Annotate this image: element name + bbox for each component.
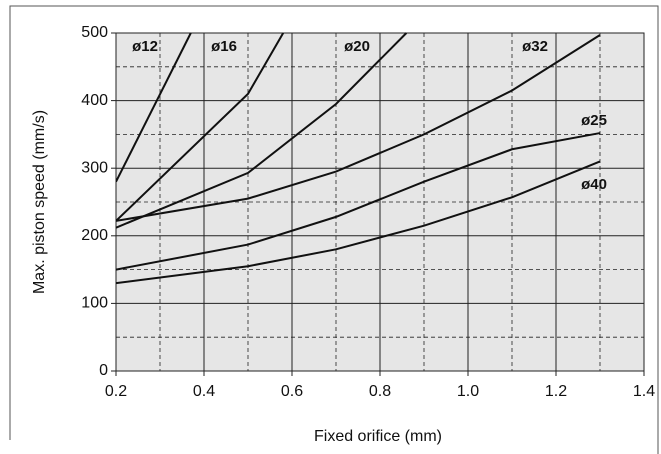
series-label: ø12	[132, 38, 158, 55]
x-tick-label: 1.0	[457, 383, 479, 400]
x-tick-label: 0.8	[369, 383, 391, 400]
series-label: ø32	[522, 38, 548, 55]
series-label: ø20	[344, 38, 370, 55]
y-tick-label: 200	[81, 227, 108, 244]
series-label: ø16	[211, 38, 237, 55]
series-label: ø40	[581, 176, 607, 193]
series-label: ø25	[581, 112, 607, 129]
x-tick-label: 0.2	[105, 383, 127, 400]
plot-area: 0.2 0.4 0.6 0.8 1.0 1.2 1.4 0 100 200 300 400 500 ø12…	[81, 24, 655, 400]
y-tick-label: 300	[81, 159, 108, 176]
series-line	[116, 160, 601, 285]
series-line	[116, 32, 408, 229]
series-line	[116, 32, 192, 183]
y-axis-label: Max. piston speed (mm/s)	[31, 110, 48, 294]
y-tick-label: 500	[81, 24, 108, 41]
series-line	[116, 34, 601, 222]
x-axis-label: Fixed orifice (mm)	[314, 428, 442, 445]
frame	[9, 5, 659, 454]
series-line	[116, 32, 285, 222]
y-tick-label: 0	[99, 362, 108, 379]
y-tick-label: 100	[81, 295, 108, 312]
y-tick-label: 400	[81, 92, 108, 109]
x-tick-label: 0.6	[281, 383, 303, 400]
x-tick-label: 0.4	[193, 383, 215, 400]
x-tick-label: 1.4	[633, 383, 655, 400]
x-tick-label: 1.2	[545, 383, 567, 400]
series-line	[116, 132, 601, 271]
plot-border	[115, 32, 645, 372]
